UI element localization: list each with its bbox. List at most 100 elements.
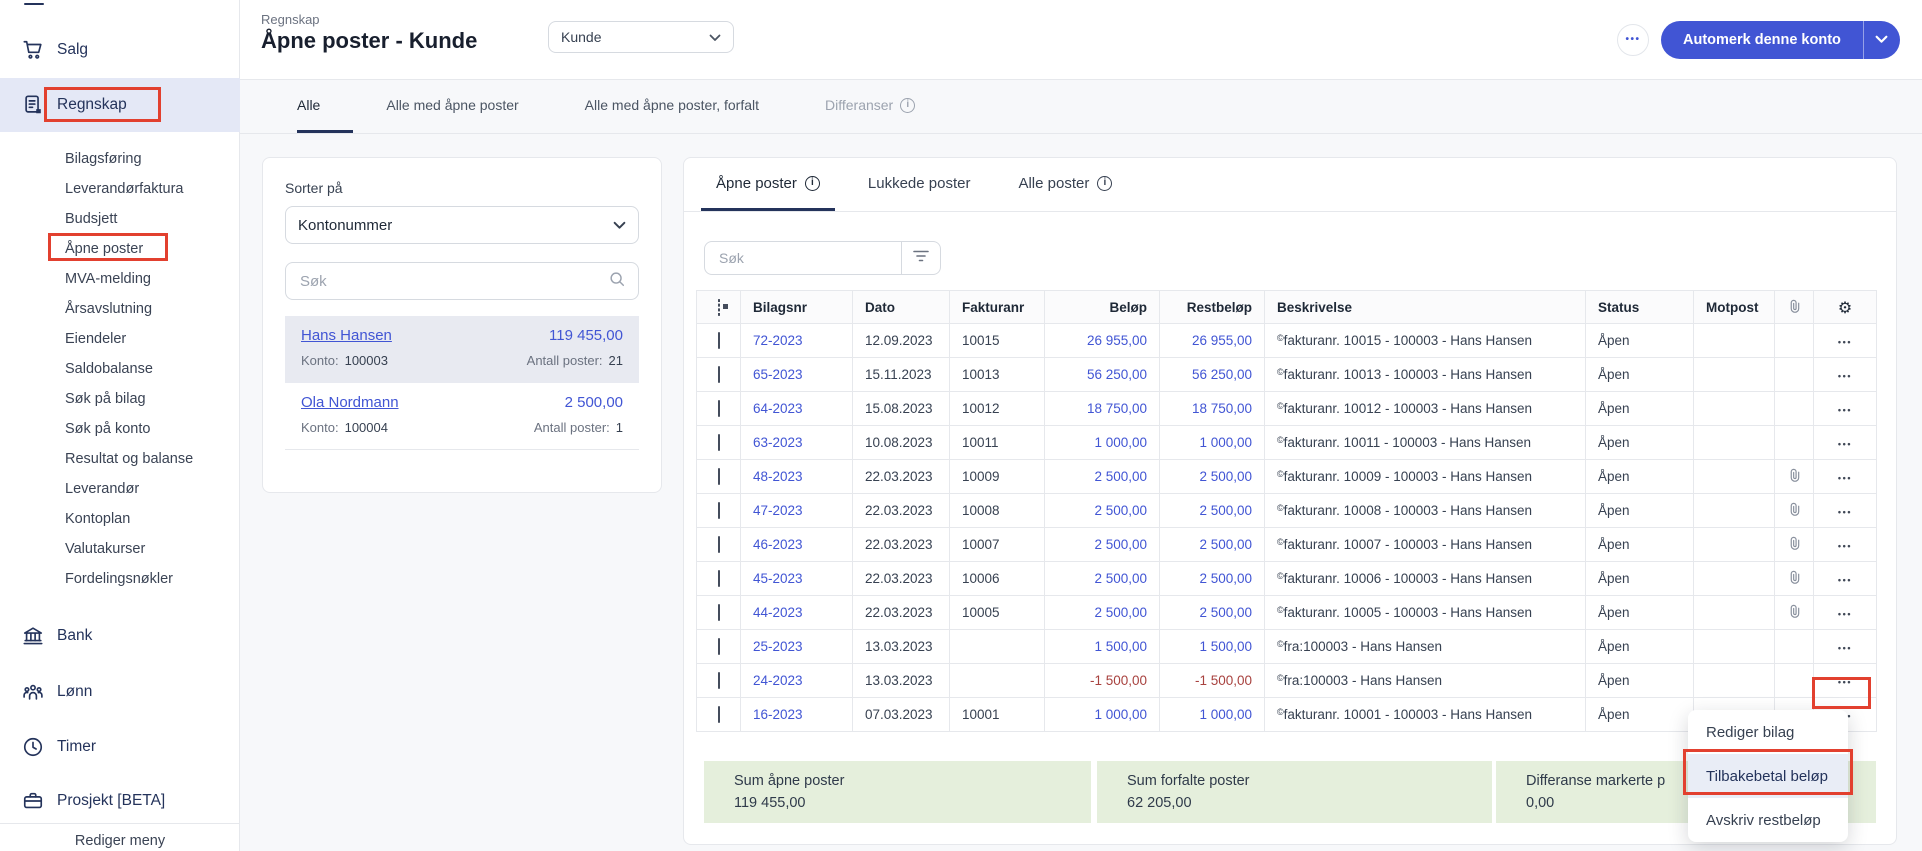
sort-select[interactable]: Kontonummer <box>285 206 639 244</box>
row-checkbox[interactable] <box>717 706 720 723</box>
sidebar-item-prosjekt[interactable]: Prosjekt [BETA] <box>0 779 240 823</box>
sidebar-subitem-eiendeler[interactable]: Eiendeler <box>65 331 127 347</box>
row-actions-button[interactable]: ••• <box>1837 439 1853 449</box>
entity-type-select[interactable]: Kunde <box>548 21 734 53</box>
row-actions-button[interactable]: ••• <box>1837 677 1853 687</box>
bilagsnr-link[interactable]: 65-2023 <box>753 367 803 382</box>
tab-alle-poster[interactable]: Alle poster i <box>1003 158 1127 211</box>
tab-alle-med-apne-poster[interactable]: Alle med åpne poster <box>386 80 551 133</box>
row-checkbox[interactable] <box>717 536 720 553</box>
sidebar-subitem-saldobalanse[interactable]: Saldobalanse <box>65 361 153 377</box>
row-actions-button[interactable]: ••• <box>1837 643 1853 653</box>
antall-value: 1 <box>615 420 623 435</box>
row-checkbox[interactable] <box>717 570 720 587</box>
tab-alle[interactable]: Alle <box>297 80 354 133</box>
customer-link[interactable]: Hans Hansen <box>301 327 392 344</box>
bilagsnr-link[interactable]: 64-2023 <box>753 401 803 416</box>
menu-item-rediger-bilag[interactable]: Rediger bilag <box>1706 723 1795 741</box>
belop-cell: 2 500,00 <box>1044 493 1160 528</box>
column-header-status[interactable]: Status <box>1585 290 1694 324</box>
gear-icon[interactable]: ⚙ <box>1837 297 1853 317</box>
sidebar-subitem-leverandorfaktura[interactable]: Leverandørfaktura <box>65 181 184 197</box>
bilagsnr-link[interactable]: 16-2023 <box>753 707 803 722</box>
bilagsnr-link[interactable]: 24-2023 <box>753 673 803 688</box>
edit-menu-button[interactable]: Rediger meny <box>74 833 166 849</box>
menu-item-avskriv-restbelop[interactable]: Avskriv restbeløp <box>1706 811 1821 829</box>
sidebar-subitem-sok-pa-konto[interactable]: Søk på konto <box>65 421 151 437</box>
bilagsnr-link[interactable]: 46-2023 <box>753 537 803 552</box>
row-actions-cell: ••• <box>1813 527 1877 562</box>
row-actions-cell: ••• <box>1813 561 1877 596</box>
sidebar-subitem-bilagsforing[interactable]: Bilagsføring <box>65 151 142 167</box>
row-actions-button[interactable]: ••• <box>1837 473 1853 483</box>
column-header-dato[interactable]: Dato <box>852 290 950 324</box>
column-header-bilagsnr[interactable]: Bilagsnr <box>740 290 853 324</box>
row-actions-button[interactable]: ••• <box>1837 405 1853 415</box>
bilagsnr-link[interactable]: 72-2023 <box>753 333 803 348</box>
sidebar-subitem-leverandor[interactable]: Leverandør <box>65 481 140 497</box>
row-actions-button[interactable]: ••• <box>1837 371 1853 381</box>
automerk-button[interactable]: Automerk denne konto <box>1683 32 1841 48</box>
row-checkbox[interactable] <box>717 502 720 519</box>
column-header-motpost[interactable]: Motpost <box>1693 290 1775 324</box>
sidebar-item-timer[interactable]: Timer <box>0 725 240 769</box>
sidebar-divider <box>0 823 240 824</box>
more-actions-button[interactable]: ••• <box>1617 24 1649 56</box>
row-checkbox[interactable] <box>717 332 720 349</box>
row-actions-button[interactable]: ••• <box>1837 541 1853 551</box>
customer-search-input[interactable] <box>298 271 608 291</box>
bilagsnr-cell: 24-2023 <box>740 663 853 698</box>
sidebar-subitem-resultat-og-balanse[interactable]: Resultat og balanse <box>65 451 194 467</box>
bilagsnr-link[interactable]: 63-2023 <box>753 435 803 450</box>
sidebar-subitem-budsjett[interactable]: Budsjett <box>65 211 118 227</box>
belop-cell: 2 500,00 <box>1044 595 1160 630</box>
bilagsnr-link[interactable]: 45-2023 <box>753 571 803 586</box>
paperclip-icon <box>1788 570 1801 587</box>
row-checkbox[interactable] <box>717 434 720 451</box>
row-actions-button[interactable]: ••• <box>1837 575 1853 585</box>
customer-row[interactable]: Ola Nordmann 2 500,00 Konto: 100004 Antall p… <box>285 383 639 450</box>
column-header-belop[interactable]: Beløp <box>1044 290 1160 324</box>
row-actions-button[interactable]: ••• <box>1837 337 1853 347</box>
column-header-beskrivelse[interactable]: Beskrivelse <box>1264 290 1586 324</box>
row-checkbox[interactable] <box>717 400 720 417</box>
sidebar-item-bank[interactable]: Bank <box>0 614 240 658</box>
sidebar-subitem-mva-melding[interactable]: MVA-melding <box>65 271 151 287</box>
bilagsnr-link[interactable]: 48-2023 <box>753 469 803 484</box>
sidebar-subitem-arsavslutning[interactable]: Årsavslutning <box>65 301 153 317</box>
tab-alle-med-apne-poster-forfalt[interactable]: Alle med åpne poster, forfalt <box>585 80 792 133</box>
automerk-dropdown-toggle[interactable] <box>1862 21 1900 59</box>
menu-icon[interactable] <box>24 0 44 5</box>
sidebar-item-regnskap[interactable]: Regnskap <box>0 78 240 132</box>
automerk-split-button[interactable]: Automerk denne konto <box>1661 21 1900 59</box>
sidebar-item-salg[interactable]: Salg <box>0 28 240 72</box>
bilagsnr-link[interactable]: 47-2023 <box>753 503 803 518</box>
row-checkbox[interactable] <box>717 468 720 485</box>
sidebar-subitem-fordelingsnokler[interactable]: Fordelingsnøkler <box>65 571 173 587</box>
sidebar-subitem-sok-pa-bilag[interactable]: Søk på bilag <box>65 391 146 407</box>
filter-button[interactable] <box>902 241 941 275</box>
select-all-icon[interactable] <box>717 298 720 316</box>
customer-row[interactable]: Hans Hansen 119 455,00 Konto: 100003 Antall … <box>285 316 639 383</box>
row-checkbox[interactable] <box>717 366 720 383</box>
row-checkbox[interactable] <box>717 638 720 655</box>
row-checkbox[interactable] <box>717 672 720 689</box>
row-actions-button[interactable]: ••• <box>1837 609 1853 619</box>
tab-lukkede-poster[interactable]: Lukkede poster <box>853 158 986 211</box>
row-actions-button[interactable]: ••• <box>1837 507 1853 517</box>
sidebar-subitem-apne-poster[interactable]: Åpne poster <box>65 241 144 257</box>
bank-icon <box>22 625 44 647</box>
column-header-fakturanr[interactable]: Fakturanr <box>949 290 1045 324</box>
row-checkbox[interactable] <box>717 604 720 621</box>
sidebar-item-lonn[interactable]: Lønn <box>0 670 240 714</box>
menu-item-tilbakebetal-belop[interactable]: Tilbakebetal beløp <box>1688 754 1848 798</box>
sidebar-subitem-kontoplan[interactable]: Kontoplan <box>65 511 131 527</box>
tab-differanser[interactable]: Differanser i <box>825 80 948 133</box>
customer-link[interactable]: Ola Nordmann <box>301 394 399 411</box>
tab-apne-poster[interactable]: Åpne poster i <box>701 158 835 211</box>
table-search-input[interactable] <box>717 249 889 267</box>
column-header-restbelop[interactable]: Restbeløp <box>1159 290 1265 324</box>
bilagsnr-link[interactable]: 44-2023 <box>753 605 803 620</box>
bilagsnr-link[interactable]: 25-2023 <box>753 639 803 654</box>
sidebar-subitem-valutakurser[interactable]: Valutakurser <box>65 541 146 557</box>
